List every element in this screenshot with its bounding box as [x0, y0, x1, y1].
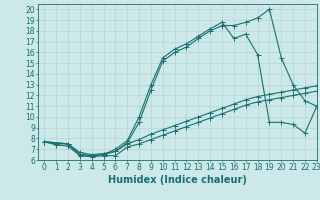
X-axis label: Humidex (Indice chaleur): Humidex (Indice chaleur): [108, 175, 247, 185]
